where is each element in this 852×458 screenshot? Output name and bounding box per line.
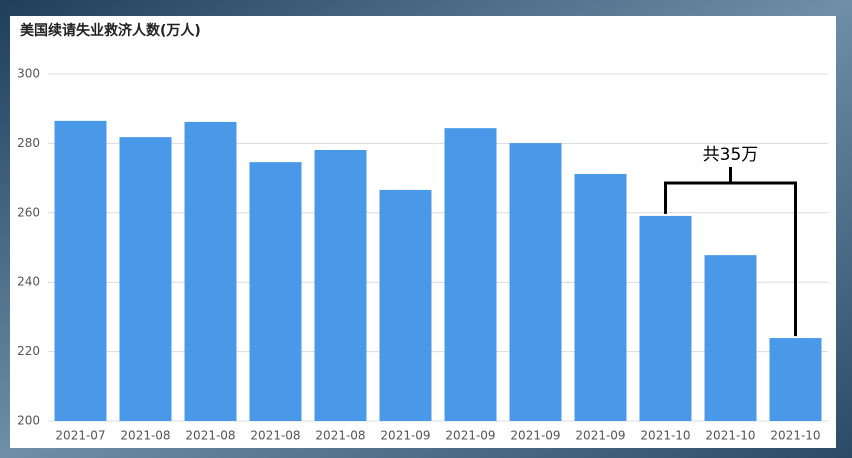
x-tick-label: 2021-08	[250, 429, 300, 443]
x-tick-label: 2021-08	[185, 429, 235, 443]
bar	[54, 120, 107, 421]
bar	[574, 173, 627, 421]
bar	[639, 215, 692, 421]
y-tick-label: 260	[17, 205, 40, 219]
chart-title: 美国续请失业救济人数(万人)	[20, 22, 201, 39]
bar	[769, 338, 822, 421]
y-tick-label: 240	[17, 275, 40, 289]
x-tick-label: 2021-10	[705, 429, 755, 443]
x-tick-label: 2021-08	[120, 429, 170, 443]
x-tick-label: 2021-08	[315, 429, 365, 443]
x-tick-label: 2021-09	[380, 429, 430, 443]
y-tick-label: 220	[17, 344, 40, 358]
y-tick-label: 200	[17, 414, 40, 428]
y-tick-label: 300	[17, 67, 40, 81]
x-tick-label: 2021-10	[770, 429, 820, 443]
bar	[119, 137, 172, 422]
x-tick-label: 2021-09	[575, 429, 625, 443]
y-tick-label: 280	[17, 136, 40, 150]
bar	[314, 149, 367, 422]
bar	[249, 162, 302, 421]
bar	[184, 121, 237, 422]
bracket	[664, 167, 797, 337]
bar	[444, 128, 497, 421]
x-tick-label: 2021-10	[640, 429, 690, 443]
bar	[704, 255, 757, 421]
bar	[509, 143, 562, 422]
x-tick-label: 2021-09	[510, 429, 560, 443]
annotation: 共35万	[703, 145, 759, 165]
x-tick-label: 2021-07	[55, 429, 105, 443]
x-tick-label: 2021-09	[445, 429, 495, 443]
bar	[379, 189, 432, 421]
